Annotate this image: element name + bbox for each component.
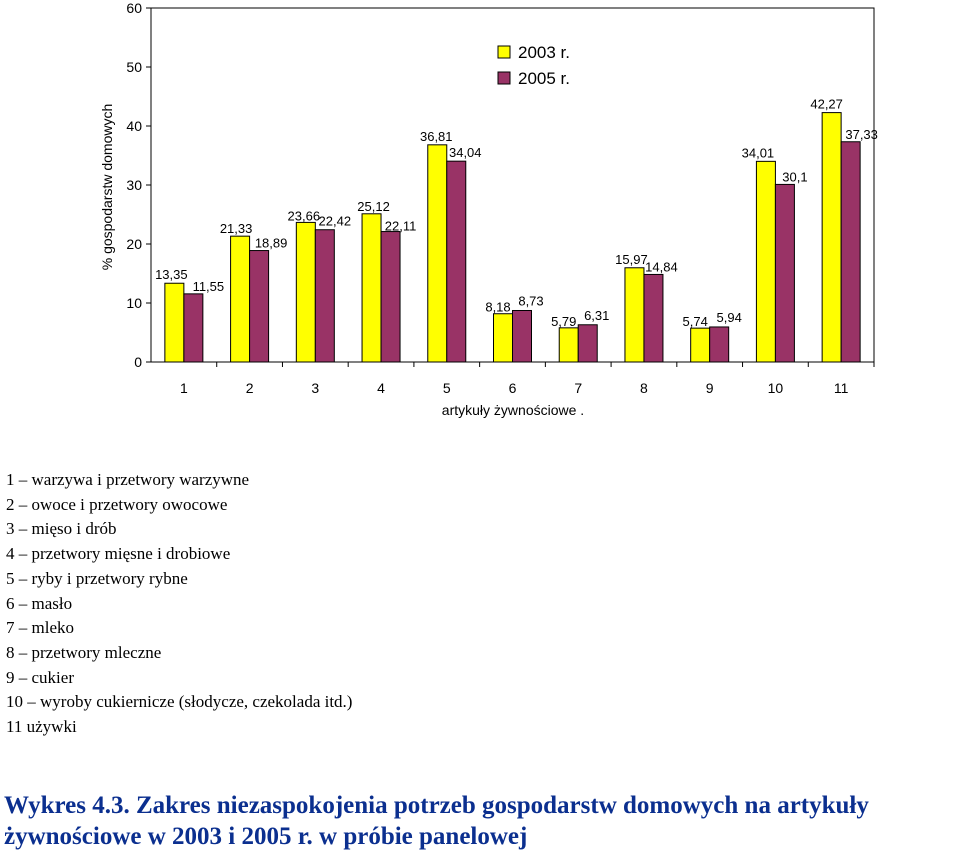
bar-2003 [493,313,513,363]
bar-2005 [840,141,861,363]
bar-2003 [230,235,251,363]
data-label: 22,11 [385,219,417,234]
data-label: 5,79 [551,314,576,329]
bar-2005 [709,326,730,363]
category-key-list: 1 – warzywa i przetwory warzywne 2 – owoc… [6,468,352,740]
data-label: 5,74 [683,314,708,329]
bar-2005 [512,309,532,363]
bar-2005 [314,229,335,363]
data-label: 6,31 [584,308,609,323]
x-tick-label: 10 [768,380,784,396]
y-tick-label: 50 [126,59,142,75]
data-label: 22,42 [319,214,352,229]
data-label: 37,33 [845,127,878,142]
data-label: 11,55 [193,279,225,294]
category-key-item: 10 – wyroby cukiernicze (słodycze, czeko… [6,692,353,712]
category-key-item: 2 – owoce i przetwory owocowe [6,494,228,514]
bar-2003 [755,160,776,363]
data-label: 18,89 [255,236,288,251]
x-tick-label: 1 [180,380,188,396]
y-axis-label: % gospodarstw domowych [99,104,115,271]
y-tick-label: 30 [126,177,142,193]
x-tick-label: 2 [246,380,254,396]
category-key-item: 6 – masło [6,593,73,613]
x-tick-label: 8 [640,380,648,396]
category-key-item: 5 – ryby i przetwory rybne [6,568,188,588]
category-key-item: 11 używki [6,717,77,737]
legend-swatch [497,45,511,59]
x-axis-label: artykuły żywnościowe . [442,402,584,418]
bar-2005 [774,183,795,363]
y-tick-label: 20 [126,236,142,252]
category-key-item: 1 – warzywa i przetwory warzywne [6,470,250,489]
category-key-item: 9 – cukier [6,667,74,687]
bar-2003 [690,327,711,363]
x-tick-label: 5 [443,380,451,396]
legend-swatch [497,71,511,85]
bar-2003 [361,213,382,363]
data-label: 13,35 [155,267,188,282]
bar-2005 [249,250,270,363]
y-tick-label: 60 [126,0,142,16]
x-tick-label: 3 [311,380,319,396]
bar-2003 [164,282,185,363]
data-label: 25,12 [357,199,390,214]
legend-label: 2005 r. [518,69,570,88]
bar-2005 [183,293,204,363]
y-tick-label: 40 [126,118,142,134]
data-label: 8,18 [485,300,510,315]
category-key-item: 4 – przetwory mięsne i drobiowe [6,544,231,564]
data-label: 36,81 [420,129,453,144]
bar-2003 [427,144,448,363]
data-label: 34,04 [449,145,482,160]
bar-2005 [643,273,664,363]
x-tick-label: 7 [574,380,582,396]
bar-2003 [295,221,316,363]
data-label: 23,66 [288,208,321,223]
figure-caption: Wykres 4.3. Zakres niezaspokojenia potrz… [4,792,869,850]
x-tick-label: 4 [377,380,385,396]
bar-2005 [446,160,467,363]
legend-label: 2003 r. [518,43,570,62]
data-label: 14,84 [645,259,678,274]
category-key-item: 8 – przetwory mleczne [6,642,162,662]
x-tick-label: 9 [706,380,714,396]
x-tick-label: 11 [834,380,849,396]
series-legend: 2003 r. 2005 r. [497,43,570,88]
data-label: 8,73 [518,293,543,308]
category-key-item: 3 – mięso i drób [6,519,117,539]
x-tick-label: 6 [509,380,517,396]
y-tick-label: 0 [134,354,142,370]
y-tick-label: 10 [126,295,142,311]
bar-2003 [821,112,842,363]
data-label: 15,97 [615,252,648,267]
data-label: 21,33 [220,221,253,236]
bar-2005 [577,324,598,363]
bar-chart: % gospodarstw domowych artykuły żywności… [99,0,878,418]
data-label: 34,01 [742,145,775,160]
bar-2003 [558,327,579,363]
data-label: 5,94 [717,310,742,325]
category-key-item: 7 – mleko [6,618,74,638]
data-label: 30,1 [782,169,807,184]
bar-2003 [624,267,645,363]
bar-2005 [380,231,401,363]
data-label: 42,27 [810,97,843,112]
